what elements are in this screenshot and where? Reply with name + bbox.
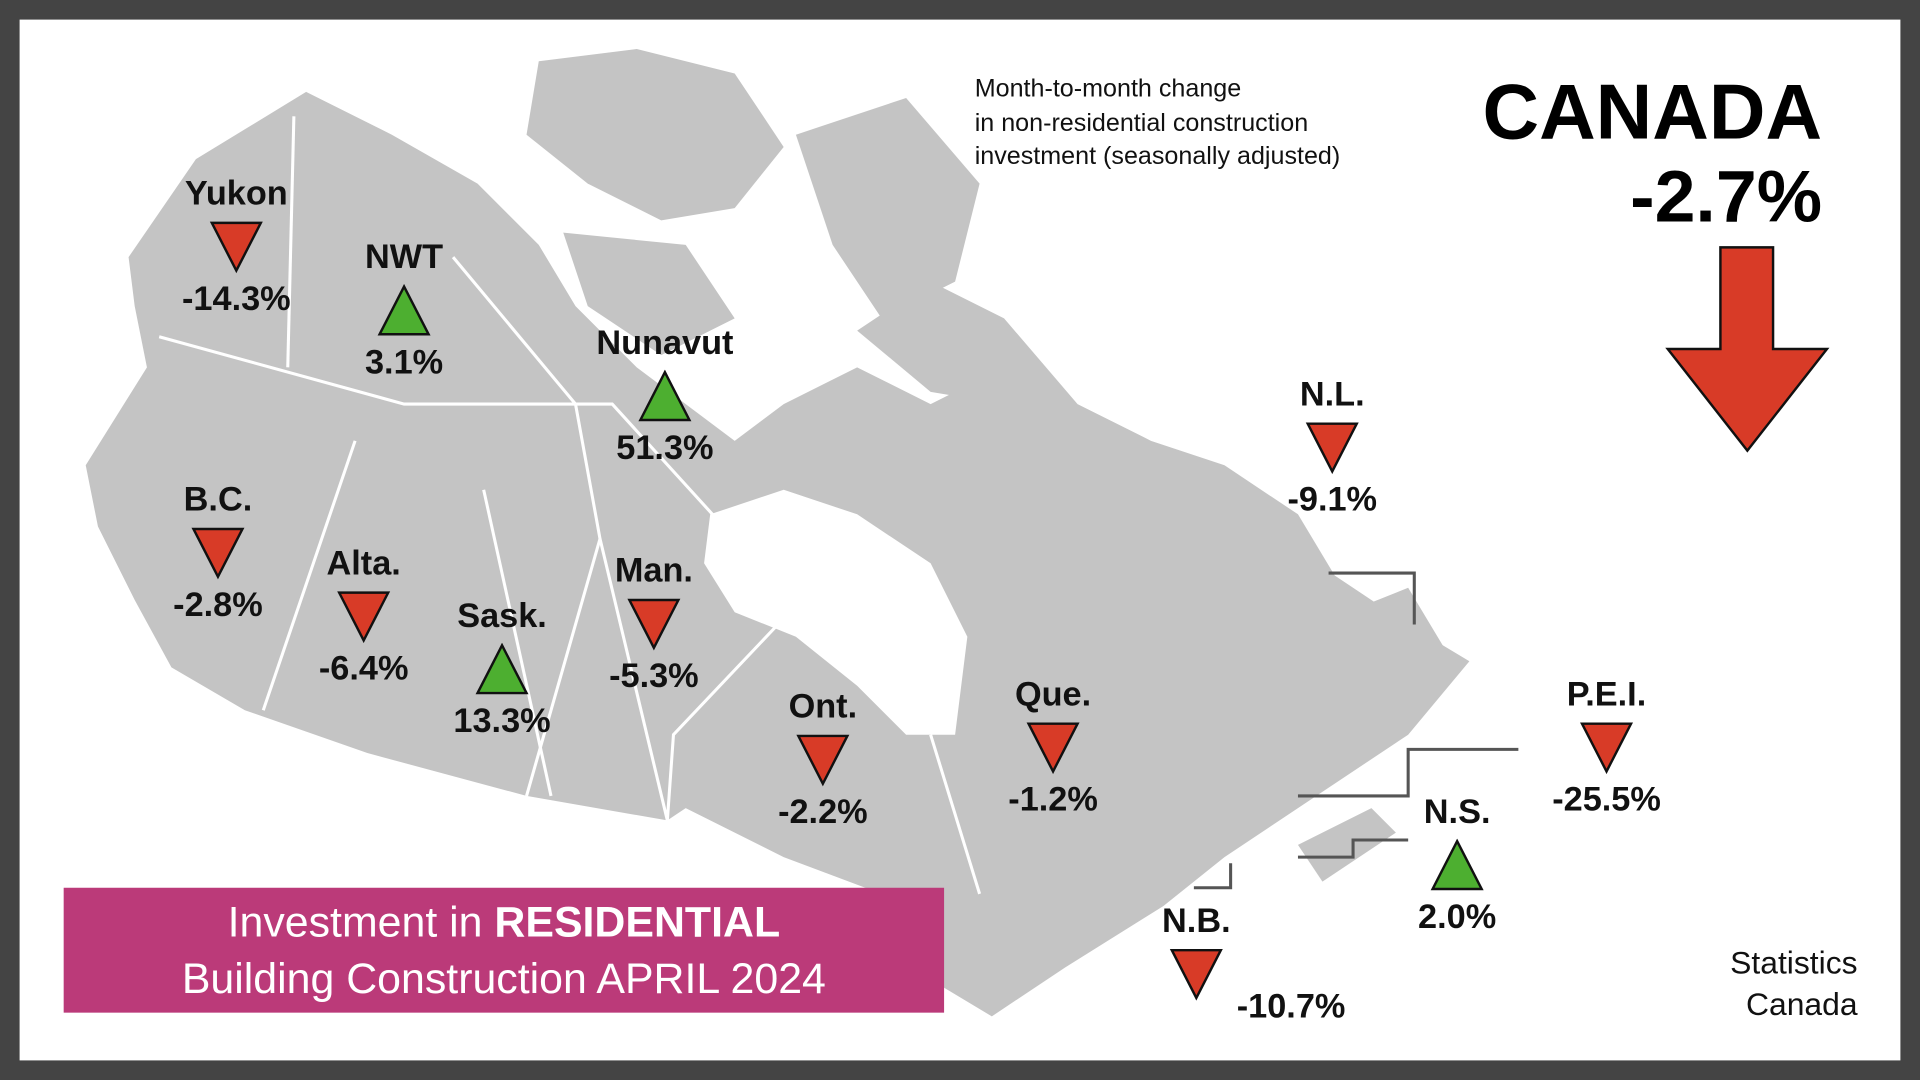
region-que: Que. -1.2% — [955, 675, 1151, 819]
region-label: Man. — [614, 551, 693, 589]
region-value: -6.4% — [318, 648, 409, 687]
down-triangle-icon — [1169, 948, 1223, 1001]
region-value: -10.7% — [1236, 986, 1346, 1025]
arctic-island — [526, 48, 784, 221]
region-nwt: NWT 3.1% — [306, 238, 502, 382]
callout-lines — [1193, 571, 1519, 890]
region-pei: P.E.I. -25.5% — [1509, 675, 1705, 819]
canvas: Month-to-month change in non-residential… — [19, 19, 1901, 1061]
up-triangle-icon — [638, 369, 692, 422]
description-line: investment (seasonally adjusted) — [974, 142, 1341, 171]
region-yukon: Yukon -14.3% — [138, 174, 334, 318]
national-value: -2.7% — [1630, 155, 1823, 238]
down-triangle-icon — [1305, 422, 1359, 475]
region-label: Sask. — [457, 596, 547, 635]
down-triangle-icon — [627, 598, 681, 651]
region-value: -9.1% — [1287, 480, 1378, 518]
national-summary: CANADA -2.7% — [1482, 69, 1822, 240]
region-nb: N.B. -10.7% — [1098, 901, 1345, 1025]
region-ns: N.S. 2.0% — [1359, 792, 1555, 936]
region-value: 13.3% — [453, 701, 551, 740]
region-value: -25.5% — [1552, 780, 1661, 818]
hudson-bay — [704, 489, 968, 735]
title-bold: RESIDENTIAL — [494, 898, 781, 947]
national-down-arrow — [1665, 246, 1830, 453]
down-triangle-icon — [1026, 722, 1080, 775]
chart-description: Month-to-month change in non-residential… — [975, 72, 1341, 173]
description-line: Month-to-month change — [974, 74, 1242, 103]
description-line: in non-residential construction — [974, 108, 1309, 137]
source-line: Statistics — [1730, 944, 1858, 981]
down-triangle-icon — [209, 221, 263, 274]
national-label: CANADA — [1482, 67, 1823, 156]
newfoundland-island — [1346, 587, 1445, 711]
arctic-island — [563, 232, 735, 356]
region-label: Nunavut — [596, 323, 734, 362]
region-value: -2.2% — [778, 792, 868, 831]
source-credit: Statistics Canada — [1730, 942, 1857, 1025]
region-value: -5.3% — [609, 656, 699, 695]
down-triangle-icon — [796, 734, 850, 787]
up-triangle-icon — [377, 284, 431, 336]
region-label: B.C. — [183, 480, 253, 518]
region-bc: B.C. -2.8% — [120, 480, 316, 624]
region-label: P.E.I. — [1566, 674, 1647, 713]
title-prefix: Investment in — [227, 898, 495, 947]
nova-scotia — [1297, 808, 1396, 882]
region-value: 3.1% — [364, 342, 444, 381]
region-ont: Ont. -2.2% — [725, 687, 921, 831]
down-triangle-icon — [191, 527, 245, 580]
region-label: N.B. — [1162, 901, 1231, 940]
up-triangle-icon — [475, 642, 529, 695]
title-banner: Investment in RESIDENTIAL Building Const… — [63, 887, 945, 1013]
borders — [158, 116, 982, 895]
region-label: Yukon — [184, 173, 288, 212]
region-value: -2.8% — [173, 585, 263, 624]
down-triangle-icon — [1580, 722, 1634, 775]
region-nl: N.L. -9.1% — [1234, 375, 1430, 519]
region-value: -1.2% — [1008, 780, 1098, 818]
up-triangle-icon — [1430, 838, 1484, 891]
down-triangle-icon — [337, 591, 391, 644]
region-label: NWT — [365, 237, 444, 276]
arctic-island — [795, 97, 980, 319]
region-alta: Alta. -6.4% — [266, 544, 462, 688]
region-label: N.L. — [1299, 374, 1365, 413]
region-label: Ont. — [788, 686, 858, 725]
region-nunavut: Nunavut 51.3% — [567, 323, 763, 467]
region-value: 2.0% — [1418, 897, 1497, 936]
region-value: 51.3% — [616, 428, 714, 467]
source-line: Canada — [1746, 985, 1858, 1023]
region-value: -14.3% — [182, 279, 291, 318]
region-man: Man. -5.3% — [556, 551, 752, 695]
title-line2: Building Construction APRIL 2024 — [181, 955, 826, 1003]
canada-map — [85, 48, 1830, 1017]
region-sask: Sask. 13.3% — [404, 596, 600, 740]
baffin-island — [857, 281, 1078, 405]
region-label: Alta. — [326, 543, 401, 582]
region-label: N.S. — [1423, 792, 1491, 831]
region-label: Que. — [1014, 674, 1092, 713]
